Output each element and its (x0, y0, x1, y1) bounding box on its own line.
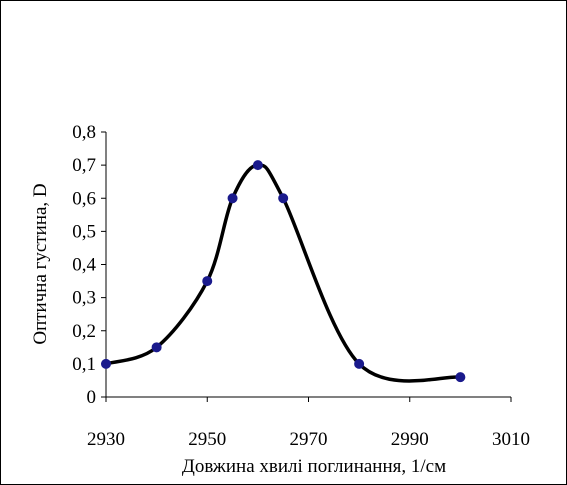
data-point (101, 358, 111, 369)
y-tick-label: 0,1 (72, 354, 96, 375)
y-tick-label: 0,6 (72, 188, 96, 209)
y-axis-title: Оптична густина, D (30, 183, 51, 344)
data-point (202, 276, 213, 287)
data-point (151, 342, 162, 353)
y-tick-label: 0,8 (72, 122, 96, 143)
y-axis-ticks: 0 0,1 0,2 0,3 0,4 0,5 0,6 0,7 0,8 (72, 122, 106, 408)
y-tick-label: 0 (87, 387, 97, 408)
x-tick-label: 2970 (290, 429, 328, 450)
data-point (227, 193, 238, 204)
data-point (354, 358, 365, 369)
x-tick-label: 2990 (391, 429, 429, 450)
x-tick-label: 2950 (188, 429, 226, 450)
x-tick-label: 2930 (87, 429, 125, 450)
data-markers (101, 160, 466, 383)
x-axis-title: Довжина хвилі поглинання, 1/см (182, 456, 446, 477)
x-axis-ticks: 2930 2950 2970 2990 3010 (87, 397, 530, 450)
y-tick-label: 0,3 (72, 288, 96, 309)
y-tick-label: 0,4 (72, 255, 96, 276)
y-tick-label: 0,5 (72, 221, 96, 242)
y-tick-label: 0,7 (72, 155, 96, 176)
data-point (252, 160, 263, 171)
data-point (278, 193, 289, 204)
x-tick-label: 3010 (492, 429, 530, 450)
data-point (455, 372, 466, 383)
y-tick-label: 0,2 (72, 321, 96, 342)
